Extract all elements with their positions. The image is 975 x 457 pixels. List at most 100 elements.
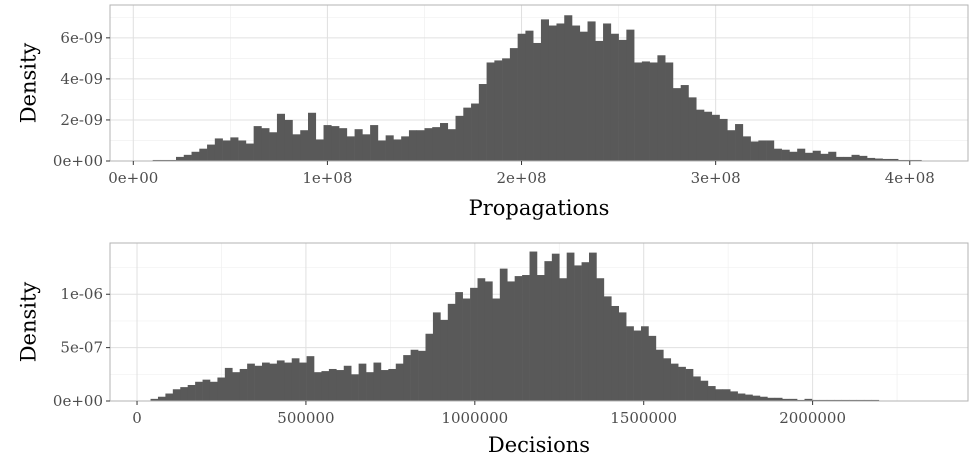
histogram-bar <box>649 62 658 162</box>
histogram-bar <box>559 278 567 401</box>
histogram-bar <box>782 398 790 401</box>
histogram-bar <box>395 363 404 401</box>
histogram-bar <box>261 128 270 161</box>
histogram-bar <box>331 126 340 161</box>
histogram-bar <box>773 148 782 161</box>
histogram-bar <box>856 399 865 401</box>
histogram-bar <box>898 159 907 161</box>
histogram-bar <box>655 349 664 401</box>
histogram-bar <box>890 158 899 161</box>
histogram-bar <box>693 376 701 401</box>
histogram-bar <box>380 370 389 401</box>
histogram-bar <box>626 326 634 401</box>
x-tick-label: 2000000 <box>779 409 846 427</box>
y-tick-label: 0e+00 <box>53 152 103 170</box>
histogram-bar <box>596 278 605 401</box>
histogram-bar <box>688 97 697 161</box>
histogram-bar <box>665 62 674 162</box>
histogram-bar <box>157 396 166 401</box>
x-tick-label: 1000000 <box>441 409 508 427</box>
histogram-bar <box>745 394 753 401</box>
histogram-bar <box>727 130 736 161</box>
x-tick-label: 0 <box>132 409 142 427</box>
histogram-bar <box>611 305 620 401</box>
histogram-bar <box>812 150 821 161</box>
propagations-x-axis: 0e+00 1e+08 2e+08 3e+08 4e+08 <box>108 161 935 187</box>
histogram-bar <box>548 25 557 161</box>
histogram-bar <box>704 111 713 161</box>
histogram-bar <box>253 126 262 161</box>
histogram-bar <box>486 62 495 162</box>
histogram-bar <box>700 380 709 401</box>
histogram-bar <box>672 88 682 161</box>
histogram-bar <box>284 362 293 401</box>
histogram-bar <box>882 158 891 161</box>
histogram-bar <box>440 123 449 161</box>
x-tick-label: 1e+08 <box>302 169 352 187</box>
histogram-bar <box>819 399 828 401</box>
histogram-bar <box>440 319 449 401</box>
histogram-bar <box>514 276 523 401</box>
histogram-bar <box>804 152 814 161</box>
histogram-bar <box>634 62 643 162</box>
decisions-x-axis: 0 500000 1000000 1500000 2000000 <box>132 401 846 427</box>
histogram-bar <box>276 113 286 161</box>
histogram-bar <box>315 139 324 161</box>
histogram-bar <box>826 399 835 401</box>
histogram-bar <box>804 398 813 401</box>
histogram-bar <box>657 55 666 161</box>
histogram-bar <box>587 21 596 162</box>
histogram-bar <box>308 112 317 161</box>
histogram-bar <box>789 151 798 161</box>
histogram-bar <box>737 393 746 401</box>
histogram-bar <box>626 29 635 162</box>
histogram-bar <box>820 153 829 161</box>
histogram-bar <box>517 33 526 161</box>
histogram-bar <box>696 109 705 161</box>
histogram-bar <box>410 349 419 401</box>
histogram-bar <box>525 30 534 161</box>
histogram-bar <box>540 19 550 161</box>
histogram-bar <box>160 159 169 161</box>
x-tick-label: 500000 <box>277 409 334 427</box>
histogram-bar <box>509 48 518 161</box>
histogram-bar <box>574 265 582 401</box>
histogram-bar <box>781 149 790 161</box>
histogram-bar <box>648 335 657 401</box>
histogram-bar <box>633 330 642 401</box>
histogram-bar <box>711 114 720 161</box>
x-tick-label: 1500000 <box>610 409 677 427</box>
x-tick-label: 2e+08 <box>496 169 546 187</box>
histogram-bar <box>366 372 374 401</box>
histogram-bar <box>797 148 806 161</box>
histogram-bar <box>209 381 218 401</box>
histogram-bar <box>522 275 530 401</box>
histogram-bar <box>300 130 309 161</box>
histogram-bar <box>766 140 775 161</box>
histogram-bar <box>564 15 573 162</box>
histogram-bar <box>863 399 872 401</box>
histogram-bar <box>292 134 301 161</box>
histogram-bar <box>477 278 486 401</box>
histogram-bar <box>871 399 880 401</box>
x-tick-label: 0e+00 <box>108 169 158 187</box>
histogram-bar <box>217 377 226 401</box>
histogram-bar <box>425 333 434 401</box>
histogram-bar <box>663 358 672 401</box>
histogram-bar <box>641 61 650 161</box>
histogram-bar <box>370 125 379 161</box>
histogram-bar <box>339 128 348 161</box>
histogram-bar <box>424 128 433 161</box>
histogram-bar <box>730 391 738 401</box>
histogram-bar <box>843 156 852 161</box>
histogram-bar <box>680 85 689 161</box>
histogram-bar <box>494 60 503 161</box>
y-tick-label: 4e-09 <box>60 70 103 88</box>
histogram-bar <box>418 350 426 401</box>
histogram-bar <box>336 370 345 401</box>
y-tick-label: 0e+00 <box>53 392 103 410</box>
histogram-bar <box>343 365 352 401</box>
propagations-x-title: Propagations <box>469 196 610 220</box>
histogram-bar <box>191 151 200 161</box>
